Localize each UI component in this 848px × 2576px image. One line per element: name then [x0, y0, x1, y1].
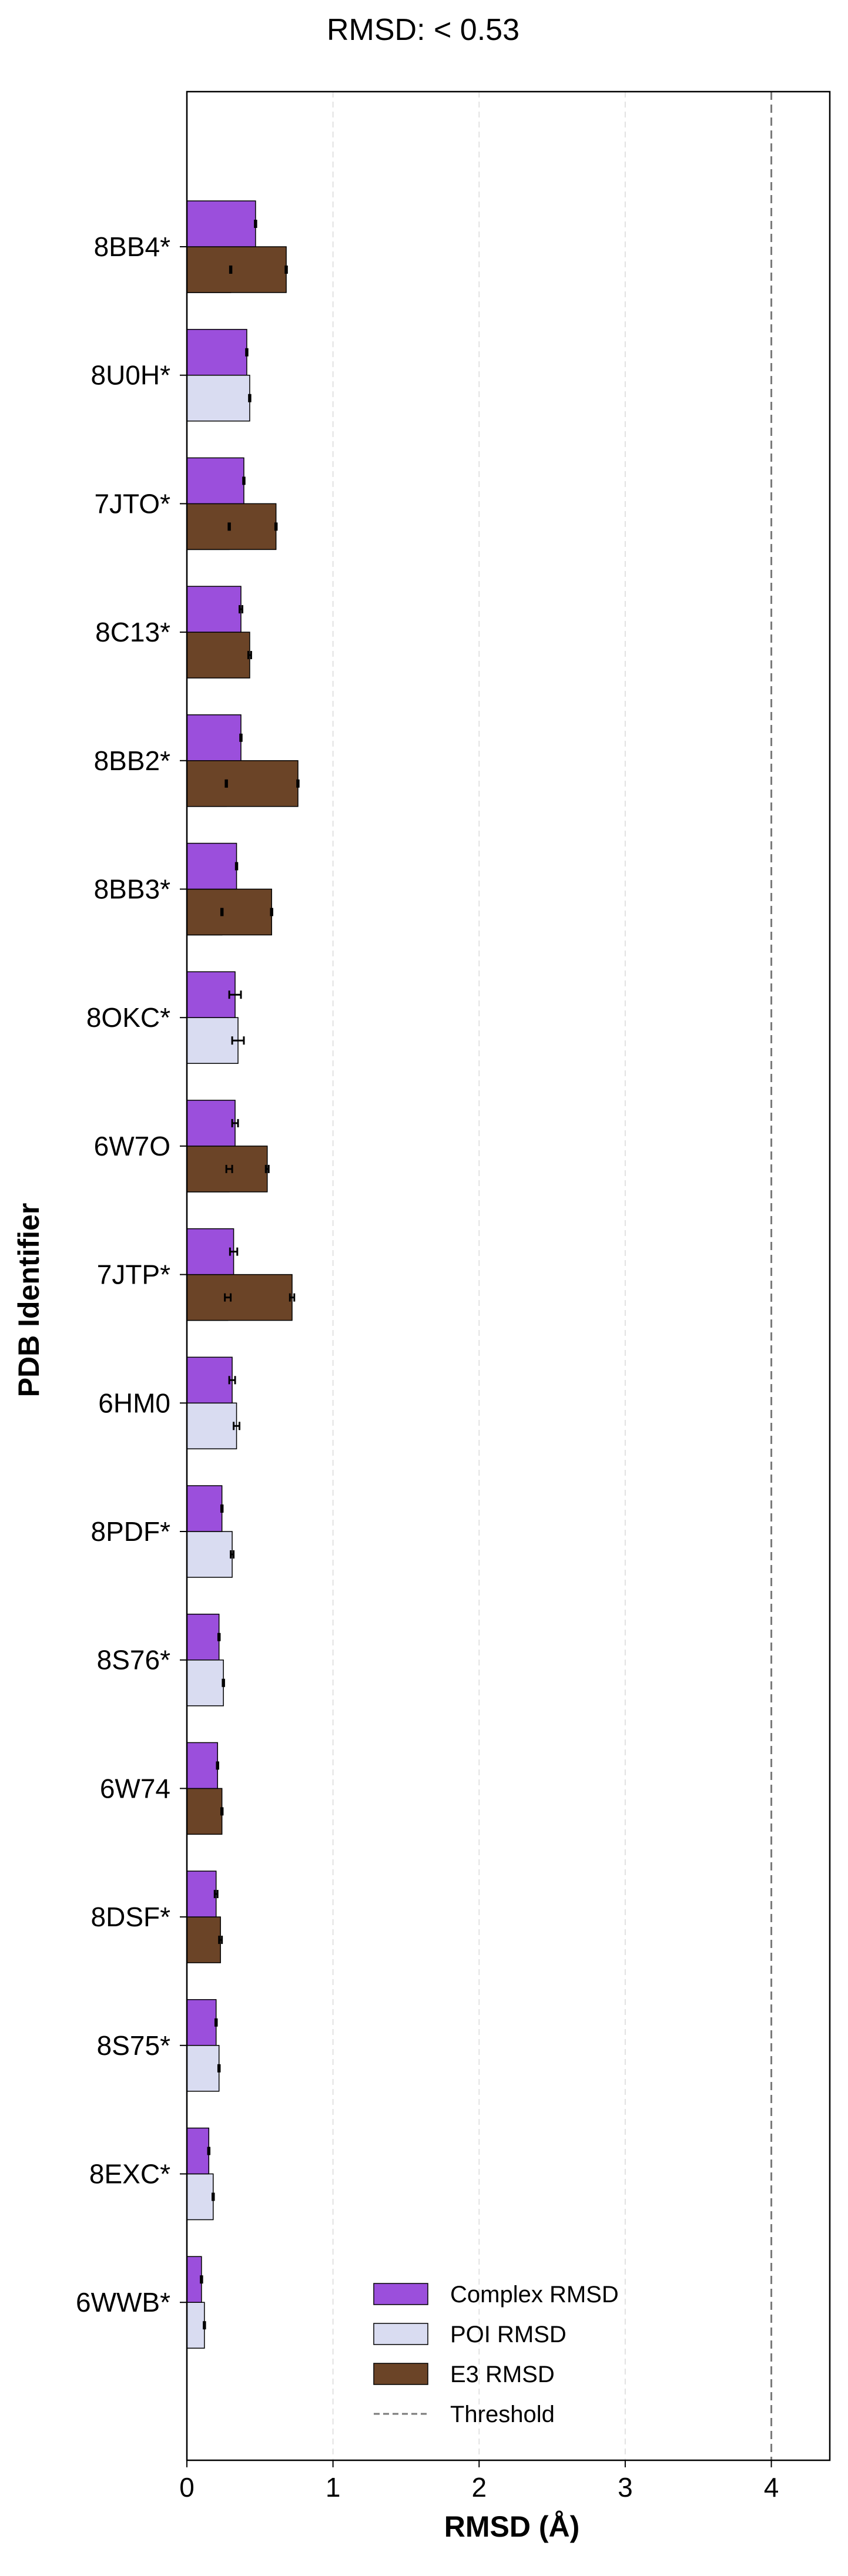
x-tick-label: 0 [179, 2472, 195, 2503]
complex-bar [186, 2127, 210, 2175]
chart-title: RMSD: < 0.53 [327, 13, 519, 47]
poi-bar [186, 1659, 224, 1707]
legend: Complex RMSD POI RMSD E3 RMSD Threshold [373, 2282, 619, 2427]
complex-bar [186, 1356, 233, 1404]
e3-bar [186, 632, 250, 679]
complex-bar [186, 842, 237, 890]
legend-label: Complex RMSD [450, 2282, 619, 2308]
x-tick-label: 1 [326, 2472, 341, 2503]
y-tick-label: 7JTO* [94, 488, 170, 519]
legend-label: Threshold [450, 2402, 555, 2427]
poi-bar [186, 1017, 239, 1064]
complex-bar [186, 586, 242, 633]
y-tick-label: 8S75* [97, 2030, 170, 2061]
e3-bar [186, 503, 277, 550]
y-tick-label: 6W7O [94, 1131, 170, 1161]
legend-swatch [373, 2363, 428, 2385]
y-tick-label: 8BB4* [94, 231, 171, 262]
legend-label: POI RMSD [450, 2322, 567, 2347]
y-axis-label: PDB Identifier [12, 1203, 45, 1398]
e3-bar [186, 1274, 293, 1321]
poi-bar [186, 2302, 205, 2349]
poi-bar [186, 2173, 214, 2221]
plot-area: 8BB4* 8U0H* 7JTO* 8C13* 8BB2* 8BB3* 8OKC* 6W7O 7… [76, 90, 831, 2503]
y-tick-label: 7JTP* [97, 1260, 170, 1290]
e3-bar [186, 1788, 223, 1835]
complex-bar [186, 2256, 202, 2303]
legend-swatch [373, 2283, 428, 2305]
poi-bar [186, 374, 250, 422]
y-tick-label: 8BB2* [94, 745, 171, 776]
y-tick-label: 8DSF* [91, 1902, 171, 1932]
e3-bar [186, 760, 299, 807]
y-tick-label: 8PDF* [91, 1516, 171, 1547]
complex-bar [186, 1870, 217, 1917]
y-tick-label: 8EXC* [89, 2159, 170, 2189]
complex-bar [186, 200, 256, 247]
complex-bar [186, 1100, 236, 1147]
complex-bar [186, 1228, 234, 1275]
y-tick-label: 8OKC* [86, 1002, 170, 1033]
e3-bar [186, 888, 272, 936]
e3-bar [186, 246, 287, 293]
e3-bar [186, 1916, 221, 1963]
plot-frame [186, 90, 831, 2461]
complex-bar [186, 328, 247, 376]
poi-bar [186, 1402, 237, 1450]
x-axis-label: RMSD (Å) [444, 2510, 580, 2543]
y-tick-label: 6WWB* [76, 2287, 170, 2318]
y-tick-label: 8C13* [95, 617, 170, 647]
poi-bar [186, 1531, 233, 1578]
y-tick-label: 8U0H* [91, 360, 170, 391]
complex-bar [186, 1999, 217, 2046]
x-tick-label: 2 [471, 2472, 487, 2503]
complex-bar [186, 1742, 218, 1789]
y-tick-label: 8S76* [97, 1645, 170, 1675]
complex-bar [186, 1485, 223, 1532]
y-tick-label: 8BB3* [94, 874, 171, 905]
x-tick-label: 4 [764, 2472, 779, 2503]
complex-bar [186, 1613, 220, 1661]
legend-label: E3 RMSD [450, 2362, 555, 2387]
x-tick-label: 3 [618, 2472, 633, 2503]
y-tick-label: 6HM0 [98, 1388, 170, 1418]
poi-bar [186, 2045, 220, 2092]
legend-swatch [373, 2323, 428, 2345]
y-tick-label: 6W74 [100, 1773, 170, 1803]
complex-bar [186, 714, 242, 761]
complex-bar [186, 457, 244, 505]
complex-bar [186, 971, 236, 1018]
